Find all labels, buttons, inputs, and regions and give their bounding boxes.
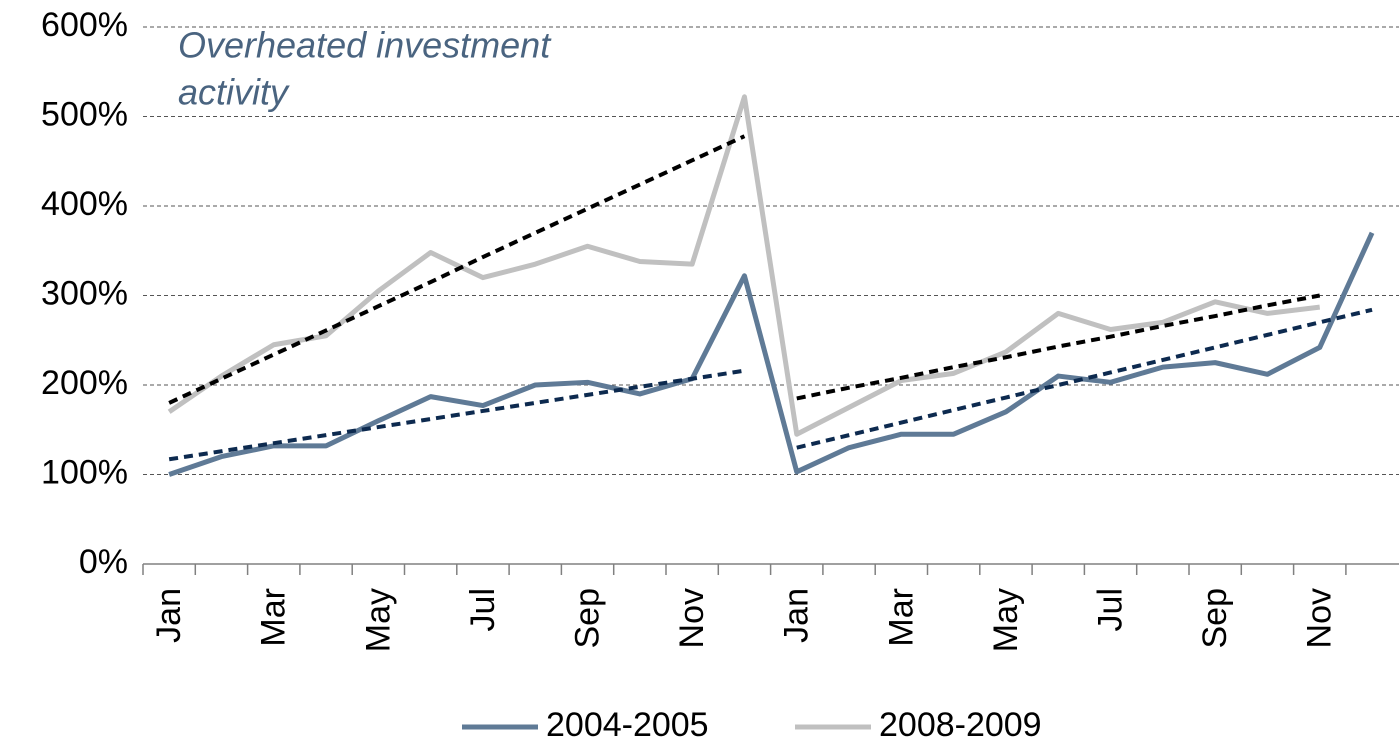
legend-label: 2004-2005: [546, 706, 709, 744]
legend-label: 2008-2009: [879, 706, 1042, 744]
annotation: Overheated investment: [178, 25, 552, 66]
x-tick-label: Nov: [1301, 588, 1339, 648]
y-tick-label: 600%: [41, 6, 128, 44]
trendline: [168, 134, 746, 405]
y-tick-label: 400%: [41, 185, 128, 223]
x-tick-label: Jul: [1092, 588, 1130, 631]
x-tick-label: Mar: [255, 588, 293, 647]
x-tick-label: Jul: [464, 588, 502, 631]
y-tick-label: 300%: [41, 274, 128, 312]
series-line: [167, 94, 1321, 437]
x-tick-label: Jan: [150, 588, 188, 643]
y-tick-label: 200%: [41, 364, 128, 402]
y-tick-label: 100%: [41, 453, 128, 491]
x-tick-label: May: [359, 588, 397, 652]
trendline: [168, 368, 745, 462]
series-line: [168, 231, 1375, 477]
x-tick-label: Nov: [673, 588, 711, 648]
y-tick-label: 500%: [41, 95, 128, 133]
x-tick-label: Jan: [778, 588, 816, 643]
y-tick-label: 0%: [79, 543, 128, 581]
x-tick-label: May: [987, 588, 1025, 652]
x-tick-label: Sep: [569, 588, 607, 649]
trendline: [796, 307, 1373, 450]
x-tick-label: Mar: [882, 588, 920, 647]
annotation: activity: [178, 72, 290, 113]
x-tick-label: Sep: [1196, 588, 1234, 649]
